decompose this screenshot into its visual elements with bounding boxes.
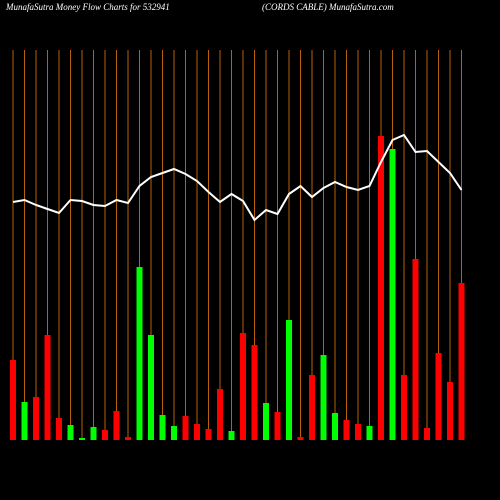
money-flow-line xyxy=(12,133,463,222)
bar xyxy=(79,438,85,440)
bar xyxy=(90,427,97,440)
bar xyxy=(286,320,292,440)
bar xyxy=(343,420,350,440)
bar xyxy=(136,267,143,440)
bar xyxy=(182,416,189,440)
bar xyxy=(67,425,74,440)
bar xyxy=(148,335,154,440)
bar xyxy=(217,389,223,440)
bar xyxy=(33,397,39,440)
bar xyxy=(240,333,246,440)
bar xyxy=(366,426,373,440)
bar xyxy=(125,437,131,440)
bar xyxy=(378,136,384,440)
bar xyxy=(205,429,212,440)
bar xyxy=(332,413,338,440)
chart-subtitle: (CORDS CABLE) MunafaSutra.com xyxy=(262,2,394,12)
bar xyxy=(171,426,177,440)
bar xyxy=(389,149,396,440)
bar xyxy=(113,411,120,440)
bar xyxy=(458,283,465,440)
bar xyxy=(228,431,235,440)
bar xyxy=(194,424,200,440)
bar xyxy=(159,415,166,440)
bar xyxy=(251,345,258,440)
bar xyxy=(320,355,327,440)
bar xyxy=(447,382,453,440)
bar xyxy=(263,403,269,440)
bar xyxy=(297,437,304,440)
bar xyxy=(401,375,407,440)
bar xyxy=(435,353,442,440)
chart-title: MunafaSutra Money Flow Charts for 532941 xyxy=(5,2,170,12)
bar xyxy=(44,335,51,440)
bar xyxy=(355,424,361,440)
bar xyxy=(56,418,62,440)
bar xyxy=(412,259,419,440)
bar xyxy=(424,428,430,440)
bar xyxy=(309,375,315,440)
bar xyxy=(102,430,108,440)
bar xyxy=(274,412,281,440)
bar xyxy=(21,402,28,440)
bar xyxy=(10,360,16,440)
